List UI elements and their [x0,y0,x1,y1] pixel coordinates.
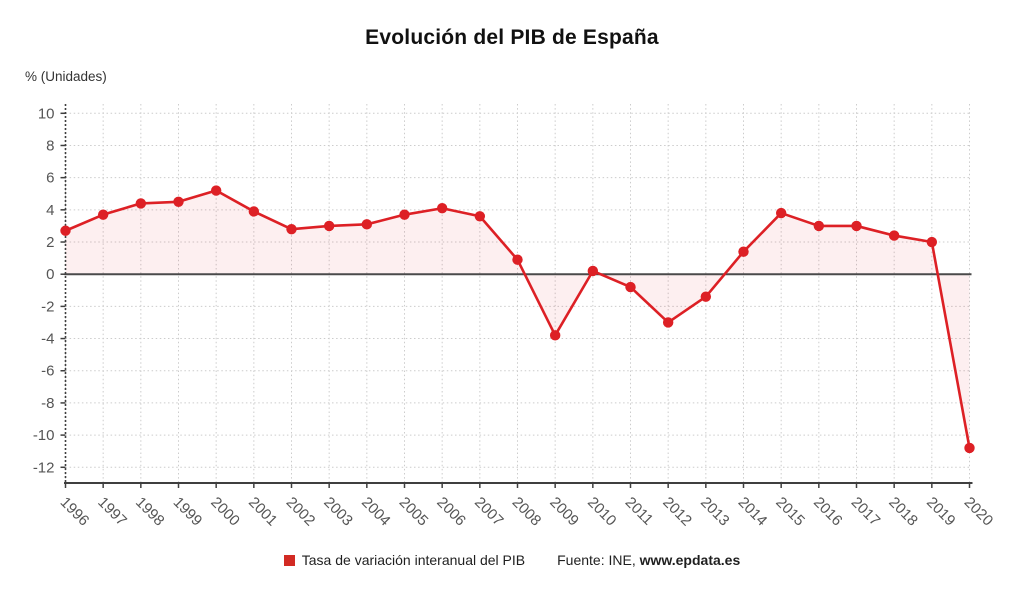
x-tick-label: 1999 [170,494,206,530]
data-point-2005 [399,209,410,220]
data-point-2019 [926,236,938,248]
data-point-2004 [361,219,373,230]
data-point-2008 [512,254,523,265]
x-tick-label: 2000 [207,494,243,530]
y-tick-label: -10 [33,427,55,444]
y-tick-label: -12 [33,459,55,476]
y-tick-label: 8 [46,137,54,154]
data-point-2003 [323,220,335,232]
x-tick-label: 2009 [546,494,582,530]
y-tick-label: 6 [46,170,54,187]
data-point-2002 [286,223,297,235]
x-tick-label: 2020 [961,494,997,530]
x-tick-label: 2003 [320,494,356,530]
x-tick-label: 2008 [509,494,545,530]
x-tick-label: 2016 [810,494,846,530]
x-tick-label: 2013 [697,494,733,530]
y-tick-label: -6 [41,363,54,380]
data-point-2020 [964,442,975,454]
x-tick-label: 2014 [735,494,771,530]
y-tick-label: -4 [41,331,54,348]
x-tick-label: 2004 [358,494,394,530]
x-tick-label: 2006 [433,494,469,530]
x-tick-label: 1997 [94,494,130,530]
x-tick-label: 2015 [772,494,808,530]
data-point-2017 [851,220,862,232]
y-tick-label: 0 [46,266,54,283]
x-tick-label: 2019 [923,494,959,530]
y-tick-label: 4 [46,202,54,219]
data-point-2001 [248,206,260,217]
y-tick-label: 10 [38,105,55,122]
x-tick-label: 2012 [659,494,695,530]
source-prefix: Fuente: INE, [557,552,640,568]
x-tick-label: 2011 [622,494,657,529]
chart-title: Evolución del PIB de España [365,26,659,49]
data-point-2016 [813,220,825,232]
y-tick-label: 2 [46,234,54,251]
x-tick-label: 2007 [471,494,507,530]
area-fill [65,190,970,448]
data-point-1999 [173,196,184,207]
data-point-2012 [662,317,674,328]
legend-swatch-icon [283,554,295,566]
y-tick-label: -2 [41,298,54,315]
source-text: Fuente: INE, www.epdata.es [557,552,740,568]
data-point-2007 [474,211,486,222]
data-point-2013 [700,291,712,302]
legend: Tasa de variación interanual del PIB Fue… [0,552,1024,568]
x-tick-label: 1998 [132,494,168,530]
legend-label: Tasa de variación interanual del PIB [301,552,526,568]
data-point-2010 [587,265,599,277]
data-point-2006 [436,203,448,214]
x-tick-label: 1996 [57,494,93,530]
data-point-2014 [738,246,749,257]
data-point-2018 [888,230,900,241]
data-point-1998 [135,198,147,209]
x-tick-label: 2010 [584,494,620,530]
y-tick-label: -8 [41,395,54,412]
data-point-2011 [625,281,636,293]
x-tick-label: 2001 [245,494,281,530]
source-site: www.epdata.es [639,552,741,568]
y-axis-title: % (Unidades) [25,69,107,84]
data-point-1996 [60,225,71,236]
x-tick-label: 2018 [885,494,921,530]
data-point-2000 [210,185,222,196]
data-point-1997 [97,209,109,220]
x-tick-label: 2017 [848,494,884,530]
data-point-2015 [775,207,787,219]
x-tick-label: 2002 [283,494,319,530]
data-point-2009 [549,330,561,341]
x-tick-label: 2005 [396,494,432,530]
